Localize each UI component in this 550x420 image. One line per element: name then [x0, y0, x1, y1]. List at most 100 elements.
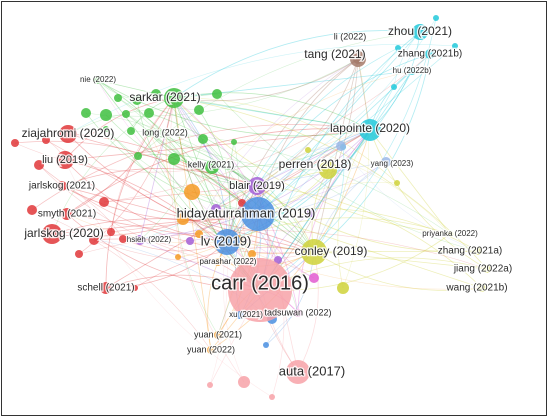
publication-node — [395, 45, 401, 51]
citation-link — [66, 128, 371, 215]
label-parashar: parashar (2022) — [200, 257, 257, 266]
publication-node — [134, 152, 142, 160]
publication-node-yang — [381, 157, 391, 167]
publication-node-smyth — [61, 208, 73, 220]
citation-link — [173, 92, 371, 131]
publication-node — [11, 139, 19, 147]
label-hsieh: hsieh (2022) — [127, 235, 172, 244]
citation-link — [105, 97, 175, 289]
citation-link — [110, 97, 175, 233]
label-hu: hu (2022b) — [393, 66, 432, 75]
citation-link — [103, 53, 431, 203]
label-li: li (2022) — [334, 31, 367, 41]
publication-node — [307, 209, 315, 217]
publication-node — [198, 134, 208, 144]
citation-link — [31, 124, 371, 211]
citation-link — [256, 17, 437, 187]
citation-link — [313, 250, 479, 253]
publication-node — [42, 136, 50, 144]
label-blair: blair (2019) — [229, 180, 285, 192]
publication-node-parashar — [214, 258, 222, 266]
citation-link — [226, 47, 399, 243]
citation-link — [64, 159, 273, 398]
citation-link — [297, 129, 371, 314]
citation-link — [202, 138, 315, 253]
citation-link — [256, 185, 479, 252]
publication-node-blair — [248, 177, 266, 195]
publication-node-nie — [93, 76, 101, 84]
publication-node — [27, 205, 37, 215]
citation-link — [259, 31, 421, 291]
label-smyth: smyth (2021) — [38, 209, 96, 220]
publication-node-conley — [301, 239, 327, 265]
citation-link — [31, 209, 212, 351]
label-nie: nie (2022) — [80, 75, 116, 84]
publication-node-zhang2021a — [474, 247, 482, 255]
citation-link — [226, 129, 371, 243]
publication-node — [177, 213, 189, 225]
publication-node — [75, 250, 83, 258]
publication-node-ziajahromi — [59, 125, 77, 143]
publication-node-carr — [228, 258, 292, 322]
publication-node-auta — [286, 360, 310, 384]
citation-link — [139, 138, 204, 241]
publication-node — [107, 228, 115, 236]
publication-node — [186, 237, 194, 245]
label-lv: lv (2019) — [201, 233, 252, 248]
publication-node — [114, 94, 122, 102]
citation-link — [78, 230, 488, 270]
publication-node — [231, 139, 237, 145]
publication-node-liu — [56, 151, 74, 169]
label-wang: wang (2021b) — [445, 283, 507, 294]
label-tadsuwan: tadsuwan (2022) — [264, 307, 331, 317]
publication-node-hidayaturrahman — [241, 197, 275, 231]
citation-link — [173, 70, 413, 99]
citation-link — [297, 251, 319, 373]
citation-link — [137, 31, 421, 157]
publication-node — [269, 394, 275, 400]
citation-link — [173, 129, 371, 168]
publication-node-wang — [478, 284, 486, 292]
label-perren: perren (2018) — [279, 157, 352, 171]
citation-link — [148, 132, 179, 258]
label-yang: yang (2023) — [371, 159, 414, 168]
label-sarkar: sarkar (2021) — [129, 90, 200, 104]
publication-node-xu — [236, 311, 244, 319]
citation-link — [38, 164, 315, 254]
citation-link — [148, 132, 315, 253]
publication-node — [184, 184, 200, 200]
citation-link — [173, 58, 359, 102]
citation-link — [165, 97, 184, 220]
citation-link — [189, 58, 359, 242]
label-jarlskog2020: jarlskog (2020) — [23, 226, 103, 240]
citation-link — [105, 128, 259, 215]
citation-link — [259, 17, 437, 291]
label-jiang: jiang (2022a) — [453, 264, 512, 275]
publication-labels: carr (2016) hidayaturrahman (2019) lv (201… — [20, 23, 513, 380]
publication-node — [168, 153, 180, 165]
citation-link — [103, 185, 258, 203]
citation-link — [66, 97, 175, 215]
citation-link — [137, 154, 258, 187]
label-jarlskog2021: jarlskog (2021) — [28, 181, 95, 192]
publication-node — [394, 180, 400, 186]
citation-link — [64, 97, 175, 161]
publication-node-hu — [408, 67, 416, 75]
label-schell: schell (2021) — [77, 283, 134, 294]
publication-node-hsieh — [135, 235, 145, 245]
publication-node — [103, 126, 109, 132]
label-hidayaturrahman: hidayaturrahman (2019) — [177, 205, 316, 220]
label-tang: tang (2021) — [304, 47, 365, 61]
citation-link — [136, 99, 228, 243]
citation-link — [67, 108, 200, 135]
publication-node — [151, 89, 161, 99]
publication-node — [99, 197, 109, 207]
publication-node — [248, 250, 256, 258]
citation-link — [96, 79, 371, 137]
citation-link — [256, 129, 371, 187]
publication-node — [100, 109, 112, 121]
publication-node — [34, 160, 44, 170]
citation-link — [51, 185, 258, 237]
publication-node — [336, 141, 346, 151]
publication-node — [305, 147, 311, 153]
